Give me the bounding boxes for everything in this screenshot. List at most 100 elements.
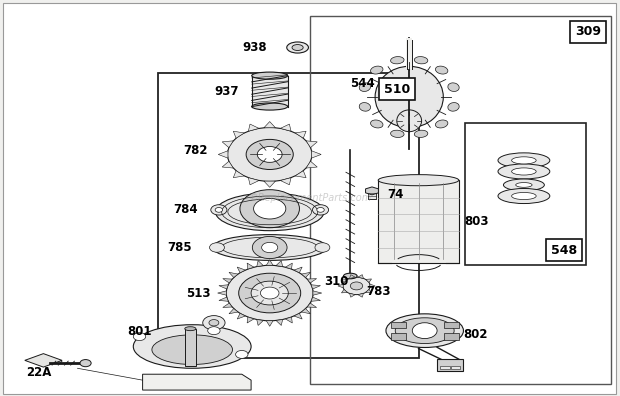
Polygon shape	[219, 285, 228, 289]
Circle shape	[312, 205, 329, 215]
Ellipse shape	[516, 183, 532, 187]
Circle shape	[226, 265, 313, 321]
Bar	[444, 333, 459, 340]
Circle shape	[215, 208, 223, 212]
Polygon shape	[233, 171, 244, 178]
Polygon shape	[342, 279, 347, 282]
Polygon shape	[358, 293, 363, 297]
Ellipse shape	[252, 103, 288, 110]
Polygon shape	[257, 261, 264, 267]
Polygon shape	[301, 272, 311, 278]
Ellipse shape	[396, 318, 454, 344]
Polygon shape	[301, 308, 311, 314]
Ellipse shape	[343, 273, 357, 279]
Circle shape	[257, 147, 282, 162]
Circle shape	[343, 277, 370, 295]
Text: 510: 510	[384, 83, 410, 95]
Circle shape	[209, 320, 219, 326]
Ellipse shape	[252, 72, 288, 79]
Text: 802: 802	[463, 328, 488, 341]
Ellipse shape	[414, 57, 428, 64]
Polygon shape	[222, 141, 233, 148]
Polygon shape	[350, 274, 355, 278]
Polygon shape	[285, 317, 292, 323]
Polygon shape	[218, 291, 226, 295]
Ellipse shape	[498, 153, 550, 168]
Ellipse shape	[152, 335, 232, 364]
Ellipse shape	[435, 66, 448, 74]
Text: ©ReplacementParts.com: ©ReplacementParts.com	[249, 193, 371, 203]
Circle shape	[412, 323, 437, 339]
Polygon shape	[295, 171, 306, 178]
Polygon shape	[233, 131, 244, 138]
Polygon shape	[370, 284, 375, 288]
Text: 803: 803	[464, 215, 489, 228]
Polygon shape	[247, 317, 254, 323]
Polygon shape	[294, 313, 302, 319]
Ellipse shape	[512, 168, 536, 175]
Polygon shape	[229, 272, 238, 278]
Polygon shape	[366, 279, 371, 282]
Ellipse shape	[503, 179, 544, 191]
Polygon shape	[295, 131, 306, 138]
Bar	[570, 21, 606, 43]
Text: 783: 783	[366, 286, 391, 298]
Circle shape	[350, 282, 363, 290]
Ellipse shape	[359, 83, 371, 91]
Polygon shape	[264, 181, 275, 187]
Bar	[444, 322, 459, 328]
Bar	[437, 359, 463, 371]
Circle shape	[317, 208, 324, 212]
Ellipse shape	[391, 130, 404, 137]
Bar	[391, 322, 405, 328]
Bar	[451, 366, 460, 369]
Ellipse shape	[371, 66, 383, 74]
Bar	[158, 73, 418, 358]
Ellipse shape	[448, 103, 459, 111]
Ellipse shape	[498, 164, 550, 179]
Ellipse shape	[80, 360, 91, 367]
Ellipse shape	[185, 327, 196, 331]
Text: 938: 938	[242, 41, 267, 54]
Bar	[368, 190, 376, 199]
Circle shape	[236, 350, 248, 358]
Polygon shape	[264, 122, 275, 128]
Text: 785: 785	[167, 241, 192, 254]
Polygon shape	[267, 321, 273, 326]
Circle shape	[211, 205, 227, 215]
Ellipse shape	[286, 42, 309, 53]
Polygon shape	[280, 124, 291, 131]
Circle shape	[252, 236, 287, 259]
Polygon shape	[222, 161, 233, 168]
Ellipse shape	[414, 130, 428, 137]
Polygon shape	[229, 308, 238, 314]
Circle shape	[133, 333, 146, 341]
Circle shape	[228, 128, 312, 181]
Polygon shape	[307, 303, 317, 307]
Ellipse shape	[512, 192, 536, 200]
Polygon shape	[237, 267, 246, 273]
Polygon shape	[311, 285, 321, 289]
Ellipse shape	[292, 44, 303, 51]
Circle shape	[240, 190, 299, 228]
Polygon shape	[306, 141, 317, 148]
Ellipse shape	[212, 234, 327, 261]
Polygon shape	[313, 291, 322, 295]
Circle shape	[246, 139, 293, 169]
Ellipse shape	[216, 193, 324, 230]
Circle shape	[260, 287, 279, 299]
Polygon shape	[276, 320, 283, 326]
Polygon shape	[306, 161, 317, 168]
Text: 784: 784	[174, 204, 198, 216]
Polygon shape	[280, 178, 291, 185]
Text: 782: 782	[183, 144, 208, 157]
Circle shape	[239, 273, 301, 313]
Polygon shape	[285, 263, 292, 269]
Polygon shape	[366, 289, 371, 293]
Ellipse shape	[386, 314, 464, 348]
Ellipse shape	[448, 83, 459, 91]
Polygon shape	[294, 267, 302, 273]
Circle shape	[208, 327, 220, 335]
Ellipse shape	[391, 57, 404, 64]
Polygon shape	[249, 178, 259, 185]
